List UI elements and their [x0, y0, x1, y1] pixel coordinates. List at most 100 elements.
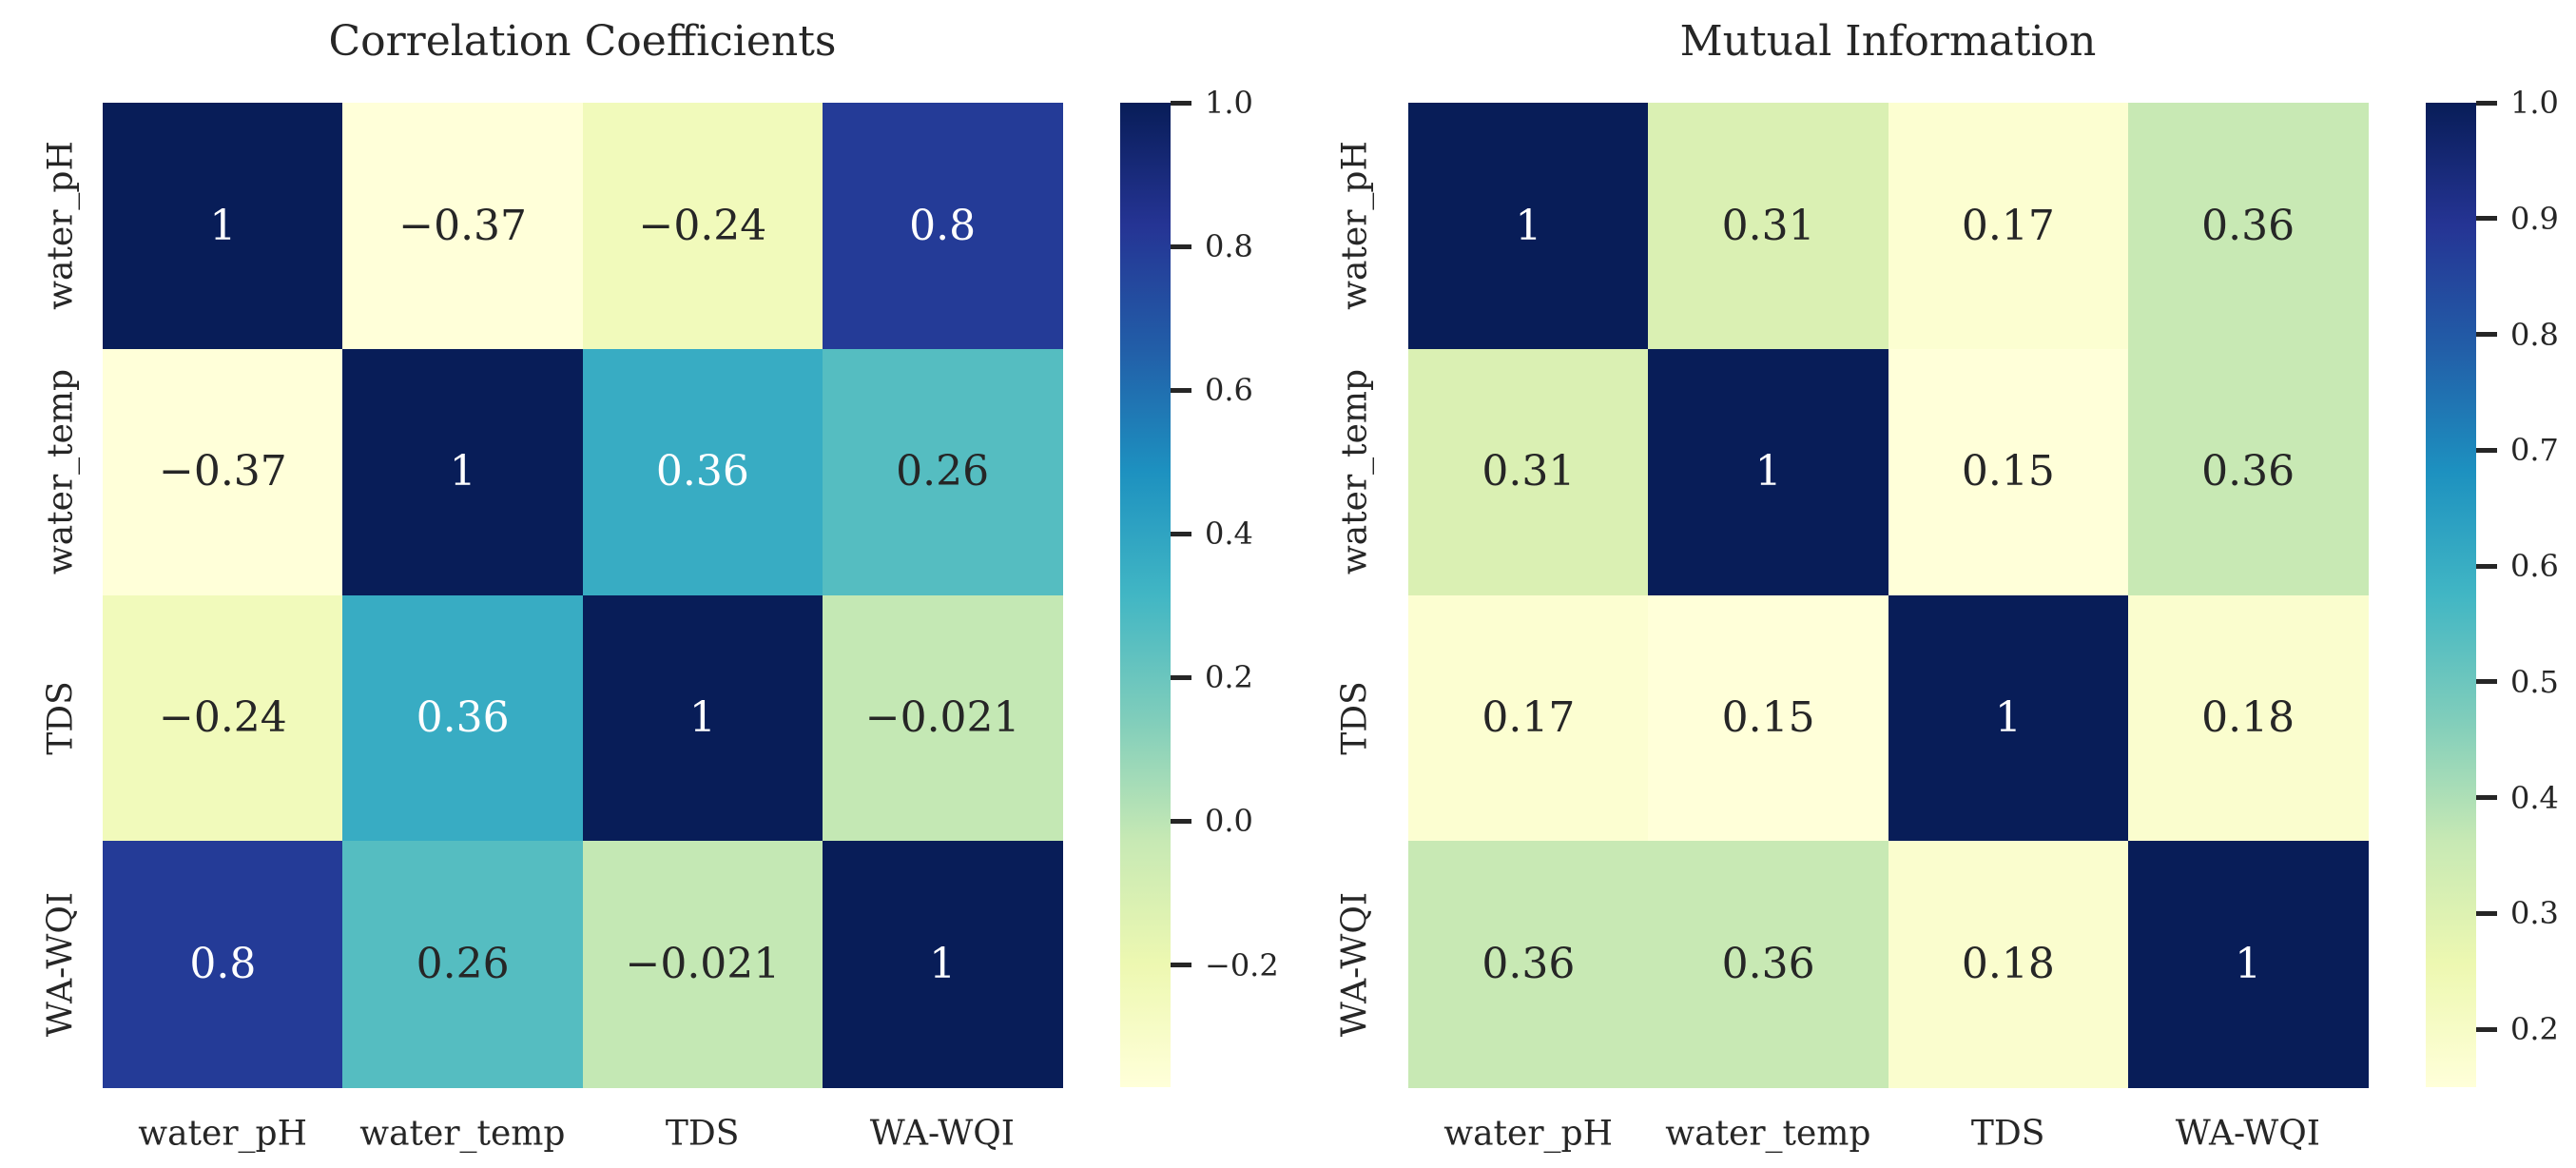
- colorbar-tick-mark: [1171, 387, 1191, 393]
- cell-value: −0.24: [638, 201, 767, 250]
- heatmap-cell: 1: [2127, 841, 2369, 1088]
- correlation-chart-title: Correlation Coefficients: [328, 17, 837, 66]
- heatmap-cell: 1: [1648, 348, 1888, 595]
- heatmap-cell: 0.26: [342, 841, 583, 1088]
- colorbar-tick-mark: [2476, 795, 2497, 801]
- colorbar-tick-mark: [2476, 332, 2497, 338]
- heatmap-cell: 0.17: [1408, 594, 1649, 842]
- y-tick-label: WA-WQI: [1335, 891, 1375, 1037]
- cell-value: −0.021: [625, 939, 781, 988]
- colorbar-tick-label: 0.8: [2510, 316, 2559, 353]
- cell-value: 0.8: [189, 939, 257, 988]
- y-tick-label: water_temp: [41, 369, 81, 575]
- cell-value: −0.021: [864, 693, 1020, 743]
- y-tick-label: TDS: [1335, 681, 1375, 755]
- cell-value: 1: [449, 447, 476, 496]
- cell-value: 0.26: [416, 939, 510, 988]
- cell-value: −0.24: [158, 693, 287, 743]
- colorbar-tick-mark: [1171, 674, 1191, 680]
- heatmap-cell: 0.36: [2127, 348, 2369, 595]
- colorbar-tick-label: 0.6: [2510, 548, 2559, 585]
- cell-value: 0.36: [1721, 939, 1815, 988]
- heatmap-cell: 0.31: [1648, 103, 1888, 350]
- x-tick-label: water_pH: [138, 1114, 307, 1154]
- heatmap-cell: 1: [822, 841, 1063, 1088]
- colorbar-tick-mark: [2476, 563, 2497, 569]
- cell-value: 1: [1994, 693, 2022, 743]
- heatmap-cell: 0.15: [1888, 348, 2129, 595]
- colorbar-tick-label: 0.8: [1205, 228, 1253, 265]
- heatmap-cell: 1: [1888, 594, 2129, 842]
- cell-value: 0.31: [1482, 447, 1576, 496]
- cell-value: 0.36: [2201, 201, 2295, 250]
- cell-value: −0.37: [398, 201, 528, 250]
- mutual-information-chart-title: Mutual Information: [1679, 17, 2097, 66]
- x-tick-label: WA-WQI: [869, 1114, 1015, 1154]
- colorbar-tick-label: 0.4: [2510, 779, 2559, 816]
- heatmap-cell: 0.17: [1888, 103, 2129, 350]
- colorbar-tick-label: 0.4: [1205, 516, 1253, 553]
- y-tick-label: water_pH: [1335, 141, 1375, 311]
- cell-value: 0.15: [1721, 693, 1815, 743]
- heatmap-cell: 0.18: [1888, 841, 2129, 1088]
- y-tick-label: TDS: [41, 681, 81, 755]
- cell-value: 0.31: [1721, 201, 1815, 250]
- heatmap-cell: 0.8: [822, 103, 1063, 350]
- colorbar-tick-label: 1.0: [1205, 85, 1253, 121]
- cell-value: 0.36: [416, 693, 510, 743]
- heatmap-cell: 1: [1408, 103, 1649, 350]
- heatmap-cell: 0.15: [1648, 594, 1888, 842]
- heatmap-cell: 1: [582, 594, 823, 842]
- colorbar-tick-label: 0.2: [2510, 1011, 2559, 1048]
- heatmap-cell: 1: [342, 348, 583, 595]
- colorbar-tick-label: 0.7: [2510, 432, 2559, 469]
- heatmap-cell: 0.18: [2127, 594, 2369, 842]
- cell-value: 0.8: [909, 201, 977, 250]
- heatmap-cell: 0.36: [1648, 841, 1888, 1088]
- cell-value: 0.17: [1482, 693, 1576, 743]
- cell-value: 0.36: [1482, 939, 1576, 988]
- colorbar-tick-label: 0.0: [1205, 803, 1253, 840]
- heatmap-cell: −0.021: [582, 841, 823, 1088]
- correlation-heatmap: 1 −0.37 −0.24 0.8 −0.37 1 0.36 0.26 −0.24 0.36 1 −0…: [103, 103, 1063, 1088]
- heatmap-cell: −0.24: [582, 103, 823, 350]
- x-tick-label: WA-WQI: [2175, 1114, 2320, 1154]
- cell-value: 0.18: [1961, 939, 2055, 988]
- colorbar-tick-mark: [1171, 818, 1191, 824]
- heatmap-cell: −0.021: [822, 594, 1063, 842]
- y-tick-label: WA-WQI: [41, 891, 81, 1037]
- colorbar-tick-mark: [1171, 531, 1191, 536]
- colorbar-tick-mark: [2476, 100, 2497, 106]
- x-tick-label: TDS: [665, 1114, 740, 1154]
- y-tick-label: water_temp: [1335, 369, 1375, 575]
- colorbar-tick-mark: [1171, 243, 1191, 249]
- x-tick-label: TDS: [1970, 1114, 2045, 1154]
- colorbar-tick-label: 0.5: [2510, 663, 2559, 700]
- colorbar-tick-mark: [1171, 963, 1191, 968]
- cell-value: 0.26: [896, 447, 990, 496]
- colorbar-tick-mark: [2476, 216, 2497, 222]
- cell-value: 0.36: [655, 447, 749, 496]
- heatmap-cell: 0.36: [1408, 841, 1649, 1088]
- heatmap-cell: 0.36: [582, 348, 823, 595]
- cell-value: 1: [688, 693, 716, 743]
- colorbar-tick-label: 1.0: [2510, 85, 2559, 121]
- heatmap-cell: −0.24: [103, 594, 343, 842]
- x-tick-label: water_pH: [1443, 1114, 1613, 1154]
- cell-value: 0.36: [2201, 447, 2295, 496]
- colorbar-tick-label: 0.3: [2510, 895, 2559, 932]
- cell-value: −0.37: [158, 447, 287, 496]
- colorbar-tick-mark: [2476, 679, 2497, 685]
- cell-value: 1: [2235, 939, 2262, 988]
- colorbar-tick-label: −0.2: [1205, 946, 1279, 983]
- cell-value: 0.18: [2201, 693, 2295, 743]
- heatmap-cell: −0.37: [342, 103, 583, 350]
- x-tick-label: water_temp: [359, 1114, 566, 1154]
- cell-value: 1: [209, 201, 237, 250]
- colorbar-tick-label: 0.9: [2510, 200, 2559, 237]
- cell-value: 0.17: [1961, 201, 2055, 250]
- cell-value: 1: [1515, 201, 1542, 250]
- heatmap-cell: 0.8: [103, 841, 343, 1088]
- correlation-colorbar: [1120, 103, 1171, 1087]
